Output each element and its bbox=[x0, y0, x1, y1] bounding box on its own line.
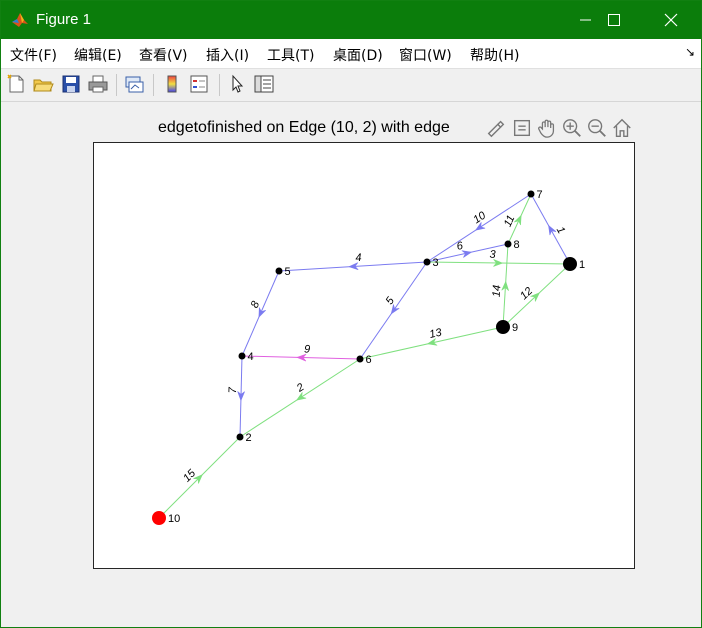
menu-window[interactable]: 窗口(W) bbox=[399, 48, 452, 64]
menu-bar: 文件(F) 编辑(E) 查看(V) 插入(I) 工具(T) 桌面(D) 窗口(W… bbox=[1, 39, 701, 69]
graph-edge-arrow-10-2 bbox=[193, 474, 203, 484]
new-figure-icon[interactable] bbox=[5, 73, 27, 95]
maximize-button[interactable] bbox=[591, 1, 637, 39]
graph-edge-arrow-9-1 bbox=[530, 292, 541, 302]
graph-node-label: 6 bbox=[366, 354, 372, 366]
graph-node-8[interactable] bbox=[504, 240, 512, 248]
open-file-icon[interactable] bbox=[32, 73, 54, 95]
property-inspector-icon[interactable] bbox=[253, 73, 275, 95]
plot-axes[interactable]: 1 2 3 4 5 6 7 8 9 10 11 12 13 14 15 1 2 3 4 5 6 7 8 9 10 bbox=[93, 142, 635, 569]
graph-node-3[interactable] bbox=[423, 258, 431, 266]
legend-icon[interactable] bbox=[188, 73, 210, 95]
graph-edge-label: 7 bbox=[227, 386, 239, 393]
pan-icon[interactable] bbox=[536, 116, 558, 140]
print-icon[interactable] bbox=[87, 73, 109, 95]
graph-node-10[interactable] bbox=[152, 511, 166, 525]
graph-node-4[interactable] bbox=[238, 352, 246, 360]
graph-edge-label: 4 bbox=[355, 252, 362, 264]
figure-toolbar bbox=[1, 69, 701, 102]
graph-edge-arrow-6-4 bbox=[296, 353, 307, 362]
toolbar-separator bbox=[219, 74, 220, 96]
graph-node-label: 8 bbox=[514, 239, 520, 251]
graph-edge-arrow-3-1 bbox=[493, 259, 504, 267]
graph-edge-label: 15 bbox=[181, 467, 199, 485]
graph-edge-label: 13 bbox=[428, 326, 443, 341]
graph-edge-arrow-9-6 bbox=[426, 338, 438, 346]
graph-edge-arrow-1-7 bbox=[548, 224, 557, 236]
minimize-button[interactable] bbox=[563, 1, 609, 39]
toolbar-separator bbox=[116, 74, 117, 96]
minimize-icon bbox=[580, 19, 591, 21]
toolbar-separator bbox=[153, 74, 154, 96]
graph-node-label: 1 bbox=[579, 259, 585, 271]
graph-edge-arrow-3-8 bbox=[461, 250, 473, 258]
graph-edge-label: 11 bbox=[502, 213, 518, 228]
graph-node-label: 3 bbox=[433, 257, 439, 269]
graph-edge-label: 5 bbox=[384, 294, 398, 307]
zoom-out-icon[interactable] bbox=[586, 116, 608, 140]
menu-insert[interactable]: 插入(I) bbox=[206, 48, 250, 64]
close-icon bbox=[664, 13, 678, 27]
graph-edge-arrow-4-2 bbox=[237, 391, 245, 402]
brush-icon[interactable] bbox=[485, 116, 507, 140]
menu-desktop[interactable]: 桌面(D) bbox=[333, 48, 383, 64]
graph-edge-label: 2 bbox=[294, 381, 307, 395]
data-tips-icon[interactable] bbox=[511, 116, 533, 140]
graph-node-2[interactable] bbox=[236, 433, 244, 441]
graph-edge-arrow-6-2 bbox=[295, 392, 307, 401]
graph-edge-arrow-7-3 bbox=[474, 222, 486, 231]
graph-node-label: 2 bbox=[246, 432, 252, 444]
menu-tools[interactable]: 工具(T) bbox=[267, 48, 315, 64]
graph-edge-arrow-3-6 bbox=[390, 304, 400, 315]
graph-edge-arrow-8-7 bbox=[514, 214, 522, 226]
graph-node-5[interactable] bbox=[275, 267, 283, 275]
graph-node-label: 5 bbox=[285, 266, 291, 278]
graph-node-label: 4 bbox=[248, 351, 254, 363]
graph-node-9[interactable] bbox=[496, 320, 510, 334]
graph-edge-arrow-9-8 bbox=[501, 280, 509, 291]
colorbar-icon[interactable] bbox=[161, 73, 183, 95]
home-icon[interactable] bbox=[611, 116, 633, 140]
graph-node-label: 9 bbox=[512, 322, 518, 334]
graph-edge-arrow-3-5 bbox=[348, 262, 359, 270]
link-plot-icon[interactable] bbox=[123, 73, 145, 95]
graph-node-7[interactable] bbox=[527, 190, 535, 198]
menu-edit[interactable]: 编辑(E) bbox=[74, 48, 122, 64]
maximize-icon bbox=[608, 14, 620, 26]
axes-title: edgetofinished on Edge (10, 2) with edge bbox=[158, 119, 450, 136]
save-icon[interactable] bbox=[60, 73, 82, 95]
graph-edge-label: 1 bbox=[554, 225, 567, 236]
graph-node-label: 7 bbox=[537, 189, 543, 201]
graph-node-1[interactable] bbox=[563, 257, 577, 271]
graph-node-6[interactable] bbox=[356, 355, 364, 363]
menu-file[interactable]: 文件(F) bbox=[10, 48, 57, 64]
menu-help[interactable]: 帮助(H) bbox=[470, 48, 520, 64]
menu-view[interactable]: 查看(V) bbox=[139, 48, 188, 64]
graph-edge-arrow-5-4 bbox=[258, 307, 266, 318]
dock-arrow-icon[interactable]: ↘ bbox=[684, 45, 695, 59]
title-bar[interactable]: Figure 1 bbox=[1, 1, 701, 39]
graph-edge-label: 14 bbox=[491, 285, 504, 298]
matlab-logo-icon bbox=[12, 13, 28, 27]
graph-edge-label: 8 bbox=[249, 299, 263, 310]
window-title: Figure 1 bbox=[36, 11, 92, 28]
close-button[interactable] bbox=[648, 1, 694, 39]
graph-edge-label: 6 bbox=[456, 240, 465, 253]
graph-edge-label: 3 bbox=[489, 249, 496, 261]
graph-edge-label: 9 bbox=[304, 343, 310, 355]
graph-node-label: 10 bbox=[168, 513, 180, 525]
edit-plot-arrow-icon[interactable] bbox=[226, 73, 248, 95]
zoom-in-icon[interactable] bbox=[561, 116, 583, 140]
